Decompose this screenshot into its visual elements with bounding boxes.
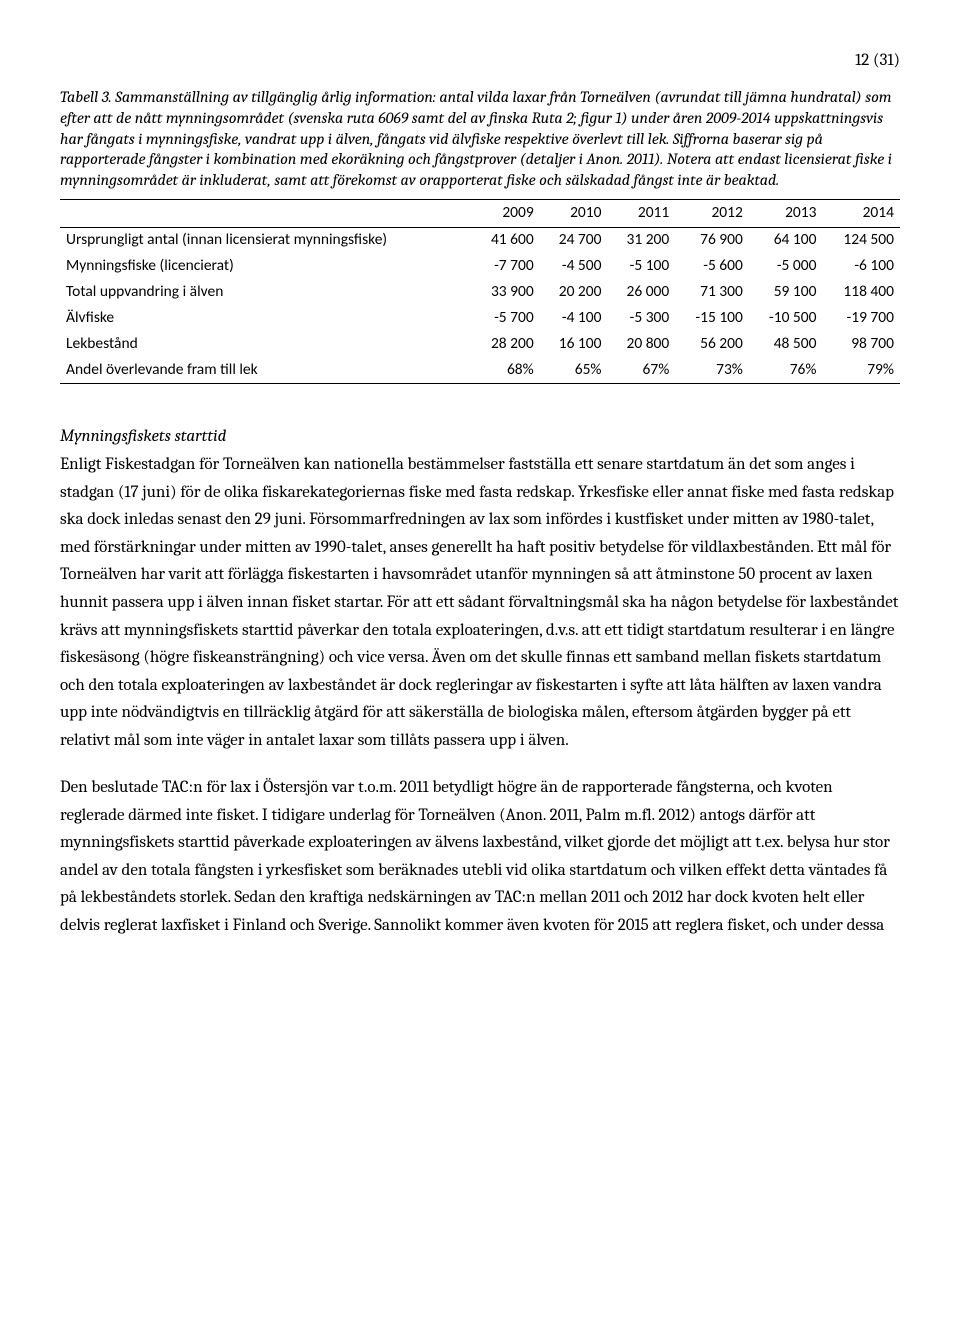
cell: -7 700 bbox=[472, 254, 540, 280]
cell: 59 100 bbox=[749, 280, 823, 306]
table-row: Mynningsfiske (licencierat) -7 700 -4 50… bbox=[60, 254, 900, 280]
cell: Andel överlevande fram till lek bbox=[60, 357, 472, 383]
cell: -4 500 bbox=[540, 254, 608, 280]
cell: 33 900 bbox=[472, 280, 540, 306]
cell: 41 600 bbox=[472, 227, 540, 253]
cell: 79% bbox=[823, 357, 901, 383]
cell: 73% bbox=[675, 357, 749, 383]
cell: 118 400 bbox=[823, 280, 901, 306]
cell: 28 200 bbox=[472, 332, 540, 358]
cell: Total uppvandring i älven bbox=[60, 280, 472, 306]
col-header: 2014 bbox=[823, 199, 901, 227]
cell: Ursprungligt antal (innan licensierat my… bbox=[60, 227, 472, 253]
cell: 65% bbox=[540, 357, 608, 383]
cell: -10 500 bbox=[749, 306, 823, 332]
col-header: 2009 bbox=[472, 199, 540, 227]
table-row: Lekbestånd 28 200 16 100 20 800 56 200 4… bbox=[60, 332, 900, 358]
body-paragraph: Den beslutade TAC:n för lax i Östersjön … bbox=[60, 774, 900, 939]
cell: Mynningsfiske (licencierat) bbox=[60, 254, 472, 280]
cell: 20 200 bbox=[540, 280, 608, 306]
page-number: 12 (31) bbox=[60, 50, 900, 73]
col-header: 2010 bbox=[540, 199, 608, 227]
data-table: 2009 2010 2011 2012 2013 2014 Ursprungli… bbox=[60, 199, 900, 384]
cell: -5 300 bbox=[608, 306, 676, 332]
cell: 56 200 bbox=[675, 332, 749, 358]
cell: -15 100 bbox=[675, 306, 749, 332]
col-header: 2012 bbox=[675, 199, 749, 227]
cell: 68% bbox=[472, 357, 540, 383]
section-heading: Mynningsfiskets starttid bbox=[60, 426, 900, 449]
cell: 26 000 bbox=[608, 280, 676, 306]
cell: 31 200 bbox=[608, 227, 676, 253]
cell: -5 600 bbox=[675, 254, 749, 280]
cell: -19 700 bbox=[823, 306, 901, 332]
col-header: 2013 bbox=[749, 199, 823, 227]
cell: 76% bbox=[749, 357, 823, 383]
cell: -5 700 bbox=[472, 306, 540, 332]
cell: 67% bbox=[608, 357, 676, 383]
cell: 16 100 bbox=[540, 332, 608, 358]
col-header: 2011 bbox=[608, 199, 676, 227]
caption-label: Tabell 3. bbox=[60, 88, 112, 106]
cell: 20 800 bbox=[608, 332, 676, 358]
cell: Lekbestånd bbox=[60, 332, 472, 358]
cell: -5 000 bbox=[749, 254, 823, 280]
cell: -4 100 bbox=[540, 306, 608, 332]
cell: Älvfiske bbox=[60, 306, 472, 332]
table-row: Total uppvandring i älven 33 900 20 200 … bbox=[60, 280, 900, 306]
table-header-row: 2009 2010 2011 2012 2013 2014 bbox=[60, 199, 900, 227]
cell: 24 700 bbox=[540, 227, 608, 253]
cell: -6 100 bbox=[823, 254, 901, 280]
caption-text: Sammanställning av tillgänglig årlig inf… bbox=[60, 88, 892, 189]
cell: -5 100 bbox=[608, 254, 676, 280]
cell: 64 100 bbox=[749, 227, 823, 253]
cell: 48 500 bbox=[749, 332, 823, 358]
table-row: Andel överlevande fram till lek 68% 65% … bbox=[60, 357, 900, 383]
col-header bbox=[60, 199, 472, 227]
cell: 124 500 bbox=[823, 227, 901, 253]
table-row: Älvfiske -5 700 -4 100 -5 300 -15 100 -1… bbox=[60, 306, 900, 332]
cell: 98 700 bbox=[823, 332, 901, 358]
cell: 76 900 bbox=[675, 227, 749, 253]
table-row: Ursprungligt antal (innan licensierat my… bbox=[60, 227, 900, 253]
cell: 71 300 bbox=[675, 280, 749, 306]
body-paragraph: Enligt Fiskestadgan för Torneälven kan n… bbox=[60, 451, 900, 754]
table-caption: Tabell 3. Sammanställning av tillgänglig… bbox=[60, 87, 900, 191]
